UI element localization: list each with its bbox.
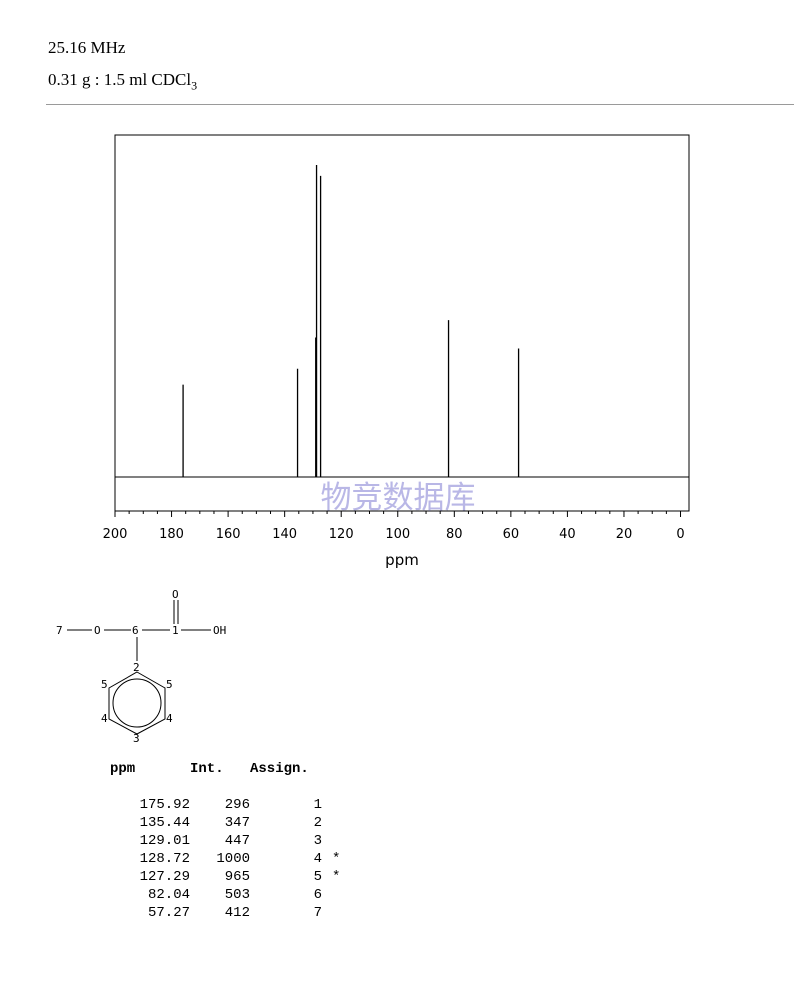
atom-oh: OH xyxy=(213,624,226,637)
atom-3: 3 xyxy=(133,732,140,745)
row-intensity: 412 xyxy=(224,905,250,921)
atom-5-left: 5 xyxy=(101,678,108,691)
atom-6: 6 xyxy=(132,624,139,637)
atom-5-right: 5 xyxy=(166,678,173,691)
atom-2: 2 xyxy=(133,661,140,674)
row-mark xyxy=(322,904,362,922)
row-ppm: 82.04 xyxy=(147,887,190,903)
sample-subscript: 3 xyxy=(191,78,198,93)
atom-4-left: 4 xyxy=(101,712,108,725)
row-mark xyxy=(322,832,362,850)
row-intensity: 965 xyxy=(224,869,250,885)
row-mark xyxy=(322,886,362,904)
row-ppm: 128.72 xyxy=(139,851,190,867)
x-tick-label: 40 xyxy=(559,527,576,542)
row-intensity: 447 xyxy=(224,833,250,849)
row-assignment: 3 xyxy=(313,833,322,849)
atom-1: 1 xyxy=(172,624,179,637)
x-tick-label: 160 xyxy=(216,527,241,542)
table-row: 127.29 965 5 * xyxy=(86,868,362,886)
row-intensity: 347 xyxy=(224,815,250,831)
x-tick-label: 20 xyxy=(616,527,633,542)
spectrometer-frequency: 25.16 MHz xyxy=(48,38,126,57)
peak-table: ppm Int. Assign. 175.92 296 1 135.44 347 2 129… xyxy=(86,760,362,922)
table-row: 175.92 296 1 xyxy=(86,796,362,814)
x-tick-label: 100 xyxy=(385,527,410,542)
molecule-structure: 7 O 6 1 O OH 2 5 5 4 4 3 xyxy=(56,588,226,745)
x-tick-label: 60 xyxy=(503,527,520,542)
x-tick-label: 120 xyxy=(329,527,354,542)
row-mark: * xyxy=(332,869,341,885)
row-intensity: 503 xyxy=(224,887,250,903)
sample-text: 0.31 g : 1.5 ml CDCl xyxy=(48,70,192,89)
row-intensity: 1000 xyxy=(216,851,250,867)
row-ppm: 129.01 xyxy=(139,833,190,849)
watermark: 物竞数据库 xyxy=(321,480,476,516)
peak-table-header: ppm Int. Assign. xyxy=(86,760,362,778)
x-tick-label: 140 xyxy=(272,527,297,542)
row-assignment: 7 xyxy=(313,905,322,921)
row-assignment: 5 xyxy=(313,869,322,885)
row-assignment: 2 xyxy=(313,815,322,831)
x-axis-ticks xyxy=(114,511,682,517)
header-assign: Assign. xyxy=(250,761,309,777)
sample-description: 0.31 g : 1.5 ml CDCl3 xyxy=(48,70,197,93)
header-int: Int. xyxy=(190,761,224,777)
nmr-spectrum-chart: 200 180 160 140 120 100 80 60 40 20 0 物竞数据库 ppm xyxy=(103,134,690,569)
row-mark xyxy=(322,814,362,832)
row-ppm: 57.27 xyxy=(147,905,190,921)
x-axis-label: ppm xyxy=(385,551,419,569)
row-assignment: 4 xyxy=(313,851,322,867)
x-tick-label: 80 xyxy=(446,527,463,542)
table-row: 57.27 412 7 xyxy=(86,904,362,922)
atom-7: 7 xyxy=(56,624,63,637)
header-divider xyxy=(46,104,794,105)
spectrum-peaks xyxy=(182,165,520,477)
row-intensity: 296 xyxy=(224,797,250,813)
x-axis-tick-labels: 200 180 160 140 120 100 80 60 40 20 0 xyxy=(103,527,685,542)
atom-o-carbonyl: O xyxy=(172,588,179,601)
row-ppm: 175.92 xyxy=(139,797,190,813)
x-tick-label: 180 xyxy=(159,527,184,542)
row-mark xyxy=(322,796,362,814)
atom-4-right: 4 xyxy=(166,712,173,725)
header-ppm: ppm xyxy=(110,761,136,777)
atom-o-ether: O xyxy=(94,624,101,637)
benzene-ring xyxy=(108,671,166,735)
table-row: 82.04 503 6 xyxy=(86,886,362,904)
table-row: 129.01 447 3 xyxy=(86,832,362,850)
table-row: 135.44 347 2 xyxy=(86,814,362,832)
x-tick-label: 200 xyxy=(103,527,128,542)
row-ppm: 135.44 xyxy=(139,815,190,831)
table-row: 128.72 1000 4 * xyxy=(86,850,362,868)
x-tick-label: 0 xyxy=(676,527,684,542)
aromatic-circle xyxy=(112,678,162,728)
row-assignment: 1 xyxy=(313,797,322,813)
row-ppm: 127.29 xyxy=(139,869,190,885)
row-mark: * xyxy=(332,851,341,867)
row-assignment: 6 xyxy=(313,887,322,903)
plot-frame xyxy=(114,134,690,512)
